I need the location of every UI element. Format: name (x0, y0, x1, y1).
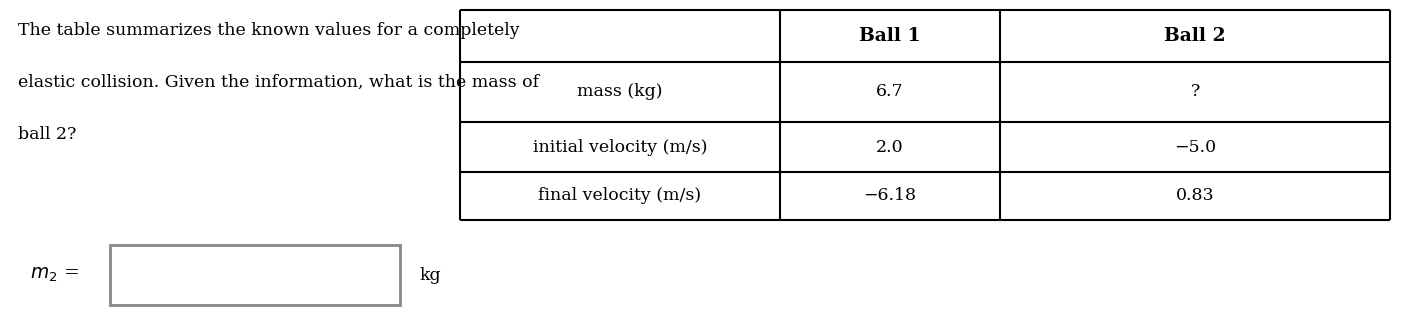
Text: ball 2?: ball 2? (18, 126, 76, 143)
Text: kg: kg (421, 266, 442, 283)
Text: ?: ? (1190, 84, 1200, 100)
Text: elastic collision. Given the information, what is the mass of: elastic collision. Given the information… (18, 74, 540, 91)
Text: final velocity (m/s): final velocity (m/s) (538, 188, 701, 204)
Text: Ball 2: Ball 2 (1164, 27, 1225, 45)
Text: 6.7: 6.7 (876, 84, 904, 100)
Text: −6.18: −6.18 (864, 188, 917, 204)
Text: $m_2$ =: $m_2$ = (29, 266, 79, 284)
Text: mass (kg): mass (kg) (578, 84, 663, 100)
Text: 2.0: 2.0 (876, 138, 904, 155)
Text: −5.0: −5.0 (1173, 138, 1216, 155)
Text: 0.83: 0.83 (1176, 188, 1214, 204)
Text: initial velocity (m/s): initial velocity (m/s) (533, 138, 707, 155)
Text: Ball 1: Ball 1 (859, 27, 921, 45)
Bar (109, 245, 400, 305)
Text: The table summarizes the known values for a completely: The table summarizes the known values fo… (18, 22, 520, 39)
